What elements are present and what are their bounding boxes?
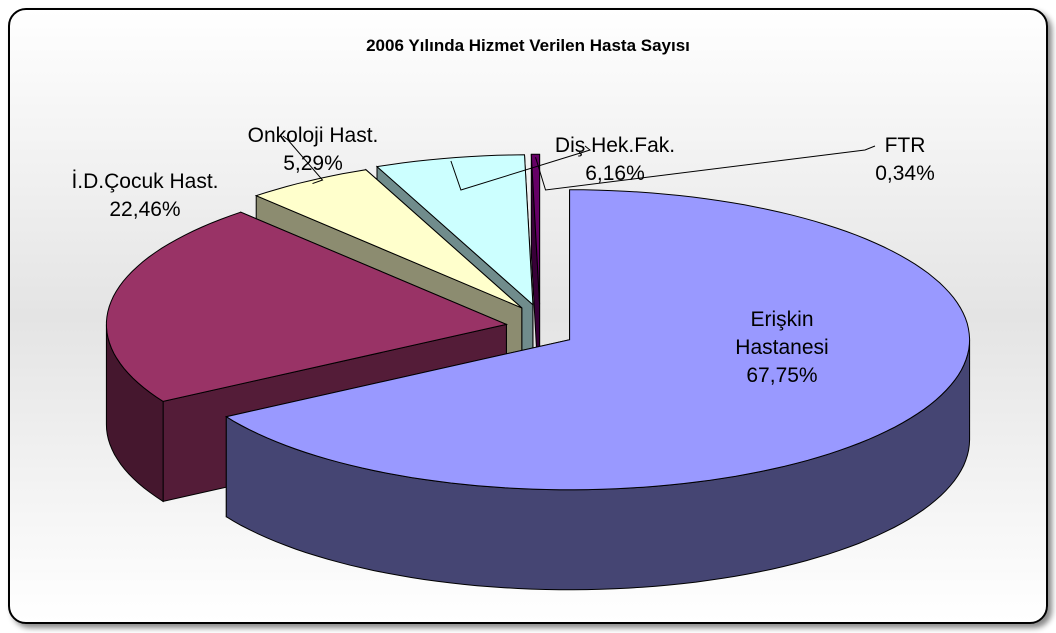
category-label: FTR bbox=[884, 134, 926, 157]
data-label: FTR 0,34% bbox=[875, 132, 935, 188]
slice bbox=[105, 211, 509, 402]
data-label: İ.D.Çocuk Hast. 22,46% bbox=[71, 168, 218, 224]
value-label: 22,46% bbox=[109, 198, 181, 221]
category-label: Diş Hek.Fak. bbox=[554, 134, 676, 157]
slice bbox=[224, 189, 971, 491]
data-label: Erişkin Hastanesi 67,75% bbox=[707, 306, 857, 390]
value-label: 6,16% bbox=[585, 162, 645, 185]
leader-line bbox=[450, 145, 592, 191]
value-label: 0,34% bbox=[875, 162, 935, 185]
plot bbox=[105, 135, 971, 591]
slice bbox=[530, 153, 541, 305]
chart-title: 2006 Yılında Hizmet Verilen Hasta Sayısı bbox=[366, 36, 690, 55]
value-label: 67,75% bbox=[746, 364, 818, 387]
slice bbox=[375, 154, 534, 306]
leader-line bbox=[282, 135, 324, 185]
category-label: Onkoloji Hast. bbox=[247, 124, 379, 147]
leader-line bbox=[535, 145, 876, 191]
slice bbox=[254, 169, 523, 309]
category-label: Erişkin Hastanesi bbox=[735, 308, 829, 359]
data-label: Diş Hek.Fak. 6,16% bbox=[555, 132, 675, 188]
value-label: 5,29% bbox=[283, 152, 343, 175]
chart: 2006 Yılında Hizmet Verilen Hasta Sayısı… bbox=[8, 8, 1048, 624]
data-label: Onkoloji Hast. 5,29% bbox=[248, 122, 379, 178]
category-label: İ.D.Çocuk Hast. bbox=[71, 170, 219, 193]
